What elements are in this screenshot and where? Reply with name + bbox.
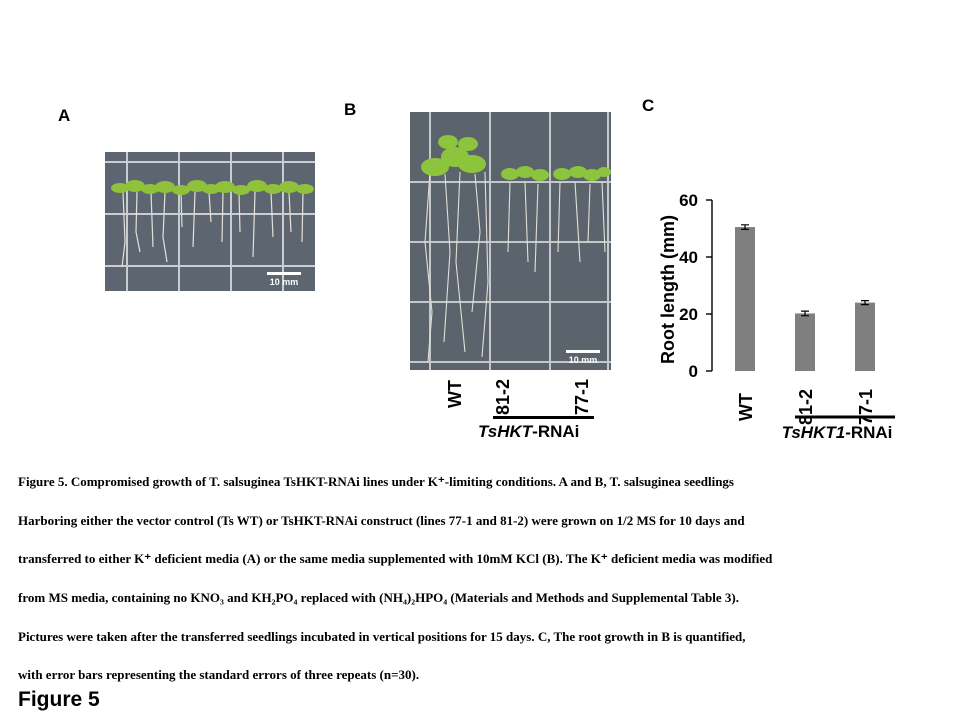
panel-b-scale-label: 10 mm [568,355,598,365]
caption-line-5: Pictures were taken after the transferre… [18,629,746,644]
y-tick-label: 60 [679,191,698,210]
chart-gene-name: TsHKT1 [782,423,846,442]
panel-a-scale-bar: 10 mm [267,272,301,287]
caption-line-3: transferred to either K⁺ deficient media… [18,551,773,566]
error-bar-WT [741,224,749,230]
panel-letter-c: C [642,96,655,115]
chart-group-suffix: -RNAi [845,423,892,442]
panel-letter-a: A [58,106,71,125]
caption-line-6: with error bars representing the standar… [18,667,420,682]
y-axis-label: Root length (mm) [658,215,678,364]
panel-b-seedlings-image [410,112,611,370]
panel-b-group-suffix: -RNAi [532,422,580,441]
category-label-WT: WT [736,393,756,421]
bar-77-1 [855,302,875,371]
panel-b-scale-bar: 10 mm [566,350,600,365]
panel-letter-b: B [344,100,357,119]
y-tick-label: 40 [679,248,698,267]
error-bar-77-1 [861,300,869,306]
caption-line-2: Harboring either the vector control (Ts … [18,513,745,528]
error-bar-81-2 [801,310,809,317]
figure-caption: Figure 5. Compromised growth of T. salsu… [18,474,943,684]
caption-line-1: Figure 5. Compromised growth of T. salsu… [18,474,734,489]
bar-WT [735,227,755,371]
root-length-bar-chart: 0 20 40 60 WT 81-2 77-1 Root length (mm) TsHK… [658,191,895,442]
panel-a-seedlings-image [105,152,315,291]
y-tick-label: 0 [689,362,698,381]
panel-b-gene-name: TsHKT [478,422,533,441]
panel-a-scale-label: 10 mm [269,277,299,287]
panel-b-group-label: TsHKT-RNAi [478,422,579,442]
panel-b-label-wt: WT [445,380,465,408]
panel-b-label-77-1: 77-1 [572,378,592,416]
caption-line-4: from MS media, containing no KNO₃ and KH… [18,590,739,605]
bar-81-2 [795,313,815,371]
panel-b-label-81-2: 81-2 [493,378,513,416]
chart-group-label: TsHKT1-RNAi [782,423,893,442]
panel-b-photo: 10 mm [410,112,611,370]
category-label-77-1: 77-1 [856,389,876,425]
figure-label: Figure 5 [18,688,100,711]
panel-b-group-line [493,416,594,419]
category-label-81-2: 81-2 [796,389,816,425]
panel-a-photo: 10 mm [105,152,315,291]
y-tick-label: 20 [679,305,698,324]
